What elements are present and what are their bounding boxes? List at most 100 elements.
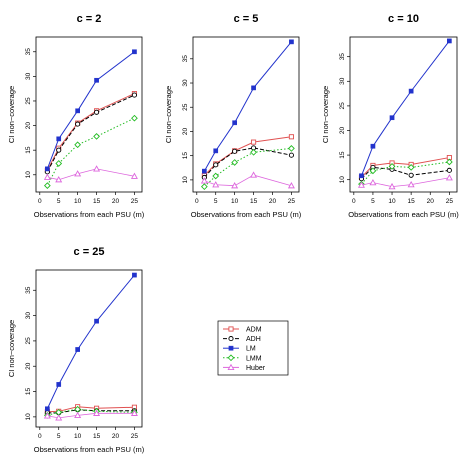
y-tick-label: 15: [25, 146, 32, 154]
x-tick-label: 25: [288, 198, 296, 205]
plot-frame: [35, 269, 143, 428]
chart-title: c = 25: [74, 246, 105, 258]
chart-title: c = 10: [388, 13, 419, 25]
y-tick-label: 35: [182, 55, 189, 63]
data-point-lm: [94, 318, 99, 324]
x-tick-label: 15: [93, 433, 101, 440]
data-point-huber: [130, 409, 138, 416]
y-tick-label: 25: [25, 337, 32, 345]
data-point-huber: [200, 177, 208, 184]
y-tick-label: 35: [25, 48, 32, 56]
data-point-adm: [251, 139, 257, 145]
x-tick-label: 5: [57, 433, 61, 440]
data-point-lmm: [369, 167, 377, 175]
y-tick-label: 15: [25, 388, 32, 396]
y-axis-label: CI non−coverage: [321, 86, 330, 143]
data-point-lm: [45, 166, 50, 172]
x-tick-label: 5: [57, 198, 61, 205]
y-tick-label: 30: [182, 79, 189, 87]
x-tick-label: 10: [231, 198, 239, 205]
y-tick-label: 35: [25, 286, 32, 294]
legend-marker-lm: [228, 345, 234, 351]
data-point-lm: [359, 173, 364, 179]
data-point-lm: [75, 347, 80, 352]
data-point-lmm: [445, 158, 453, 166]
legend-label-huber: Huber: [246, 365, 266, 372]
chart-title: c = 5: [234, 13, 259, 25]
data-point-huber: [55, 176, 63, 183]
data-point-adh: [75, 121, 81, 127]
y-tick-label: 20: [25, 362, 32, 370]
x-tick-label: 20: [427, 198, 435, 205]
data-point-lmm: [200, 183, 208, 191]
y-tick-label: 35: [339, 53, 346, 61]
x-tick-label: 15: [250, 198, 258, 205]
x-tick-label: 25: [446, 198, 454, 205]
x-tick-label: 15: [93, 198, 101, 205]
data-point-huber: [287, 182, 295, 189]
data-point-lm: [94, 77, 99, 83]
x-axis-label: Observations from each PSU (m): [348, 210, 459, 219]
data-point-lm: [251, 85, 256, 91]
x-tick-label: 20: [112, 198, 120, 205]
data-point-lm: [213, 148, 219, 154]
data-point-adh: [288, 152, 294, 158]
data-point-huber: [212, 181, 220, 188]
series-line-lmm: [361, 161, 450, 185]
y-tick-label: 10: [182, 176, 189, 184]
data-point-lm: [45, 406, 50, 412]
plot-frame: [192, 36, 300, 193]
data-point-adm: [288, 134, 294, 140]
y-tick-label: 15: [182, 152, 189, 160]
series-line-lm: [360, 40, 450, 176]
x-tick-label: 25: [131, 198, 139, 205]
legend: ADM ADH LM LMM Huber: [217, 320, 289, 376]
series-line-adh: [361, 166, 450, 180]
data-point-lmm: [407, 164, 415, 171]
series-line-lmm: [204, 147, 292, 188]
x-tick-label: 5: [214, 198, 218, 205]
legend-marker-huber: [227, 363, 235, 371]
data-point-lm: [370, 143, 376, 149]
data-point-lm: [447, 38, 452, 44]
data-point-huber: [445, 174, 453, 181]
x-tick-label: 0: [38, 433, 42, 440]
legend-marker-adh: [228, 336, 234, 342]
data-point-adh: [94, 109, 100, 115]
data-point-lm: [389, 115, 395, 121]
data-point-huber: [93, 409, 101, 416]
data-point-lmm: [212, 172, 220, 180]
x-axis-label: Observations from each PSU (m): [34, 445, 145, 454]
legend-label-lmm: LMM: [246, 355, 262, 362]
data-point-lmm: [388, 163, 396, 170]
x-axis-label: Observations from each PSU (m): [191, 210, 302, 219]
y-axis-label: CI non−coverage: [7, 320, 16, 377]
x-tick-label: 15: [408, 198, 416, 205]
data-point-huber: [407, 180, 415, 188]
y-tick-label: 10: [339, 176, 346, 184]
y-tick-label: 25: [339, 102, 346, 110]
data-point-lm: [232, 120, 237, 126]
data-point-lmm: [93, 133, 100, 140]
data-point-huber: [74, 170, 82, 177]
series-line-adh: [203, 147, 292, 178]
data-point-lmm: [131, 114, 138, 122]
data-point-lm: [289, 39, 294, 45]
legend-marker-lmm: [227, 354, 235, 362]
data-point-lmm: [288, 145, 295, 152]
data-point-huber: [74, 411, 82, 418]
data-point-huber: [369, 178, 377, 186]
data-point-huber: [55, 414, 63, 421]
data-point-huber: [231, 182, 239, 189]
data-point-lmm: [43, 182, 51, 189]
plot-frame: [349, 36, 458, 193]
data-point-huber: [130, 172, 138, 179]
y-tick-label: 10: [25, 171, 32, 179]
data-point-lmm: [74, 141, 82, 149]
series-line-huber: [47, 168, 135, 181]
y-axis-label: CI non−coverage: [7, 86, 16, 143]
y-tick-label: 10: [25, 413, 32, 421]
chart-panel-3: c = 10 0 5 10 15 20 25 10 15 20 25 30 35 Observations…: [321, 13, 459, 219]
data-point-huber: [43, 173, 51, 180]
